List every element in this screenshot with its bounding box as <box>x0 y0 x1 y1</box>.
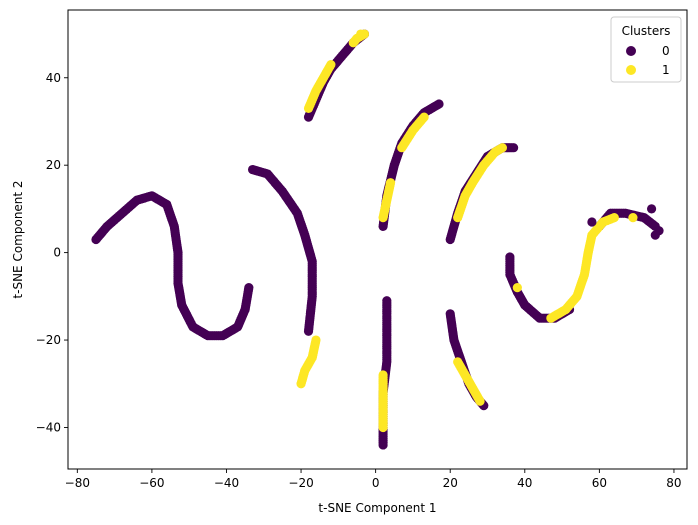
scatter-points <box>91 29 664 450</box>
scatter-point-cluster-0 <box>244 282 254 293</box>
legend-label-cluster-1: 1 <box>662 63 670 77</box>
y-tick-label: 0 <box>53 246 61 260</box>
legend-marker-cluster-1 <box>626 65 636 75</box>
x-tick-label: −80 <box>65 476 90 490</box>
x-axis-label: t-SNE Component 1 <box>318 501 436 515</box>
legend-label-cluster-0: 0 <box>662 44 670 58</box>
scatter-point-cluster-0 <box>378 440 388 450</box>
scatter-point-cluster-0 <box>646 204 657 214</box>
y-tick-label: −40 <box>36 420 61 434</box>
x-tick-label: 80 <box>666 476 681 490</box>
scatter-point-cluster-0 <box>587 217 597 227</box>
y-axis-ticks: −40 −20 0 20 40 <box>36 71 68 434</box>
scatter-point-cluster-1 <box>385 178 396 188</box>
y-tick-label: 20 <box>46 158 61 172</box>
scatter-point-cluster-0 <box>434 99 444 109</box>
scatter-point-cluster-1 <box>378 422 388 433</box>
legend-title: Clusters <box>622 24 671 38</box>
scatter-point-cluster-1 <box>628 213 638 223</box>
plot-frame <box>67 9 688 470</box>
scatter-point-cluster-1 <box>356 29 366 39</box>
x-tick-label: −40 <box>214 476 239 490</box>
scatter-point-cluster-1 <box>419 112 429 122</box>
scatter-point-cluster-0 <box>303 326 314 336</box>
scatter-point-cluster-1 <box>311 335 321 345</box>
x-tick-label: 0 <box>372 476 380 490</box>
scatter-point-cluster-0 <box>509 143 519 153</box>
x-tick-label: 40 <box>517 476 532 490</box>
scatter-point-cluster-1 <box>326 60 336 70</box>
scatter-point-cluster-1 <box>609 213 619 223</box>
legend: Clusters 0 1 <box>610 16 682 83</box>
scatter-point-cluster-0 <box>650 230 660 240</box>
scatter-point-cluster-1 <box>497 143 508 153</box>
scatter-point-cluster-1 <box>512 282 522 293</box>
x-tick-label: −60 <box>139 476 164 490</box>
x-axis-ticks: −80 −60 −40 −20 0 20 40 60 80 <box>65 469 682 490</box>
scatter-point-cluster-1 <box>475 396 485 406</box>
y-tick-label: −20 <box>36 333 61 347</box>
y-axis-label: t-SNE Component 2 <box>11 180 25 298</box>
y-tick-label: 40 <box>46 71 61 85</box>
x-tick-label: 60 <box>592 476 607 490</box>
x-tick-label: 20 <box>443 476 458 490</box>
legend-marker-cluster-0 <box>626 46 636 56</box>
x-tick-label: −20 <box>288 476 313 490</box>
